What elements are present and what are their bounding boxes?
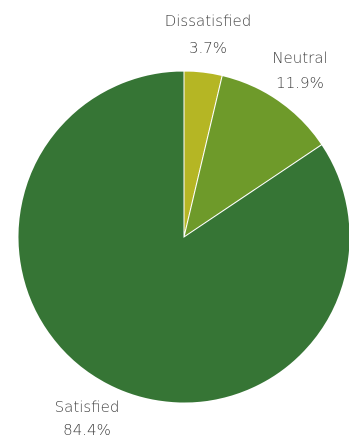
pie-slice-neutral — [183, 74, 323, 239]
slice-label-satisfied: Satisfied — [55, 398, 120, 416]
slice-value-neutral: 11.9% — [276, 74, 324, 92]
pie-slices — [17, 70, 349, 404]
slice-value-satisfied: 84.4% — [63, 421, 111, 439]
slice-label-neutral: Neutral — [272, 49, 327, 67]
slice-value-dissatisfied: 3.7% — [189, 39, 227, 57]
pie-slice-satisfied — [17, 70, 349, 404]
slice-label-dissatisfied: Dissatisfied — [165, 12, 252, 30]
